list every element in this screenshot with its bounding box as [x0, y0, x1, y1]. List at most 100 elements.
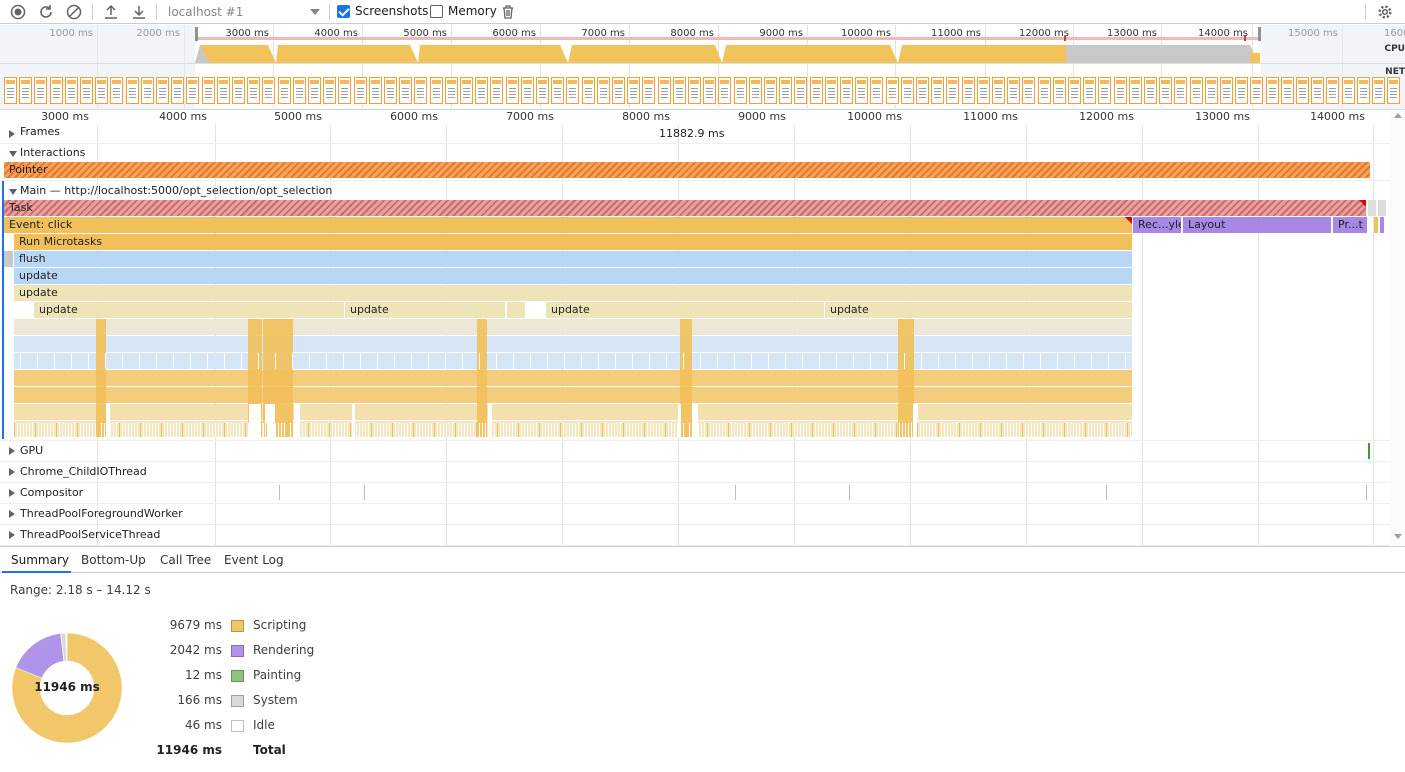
- recalc-style-bar[interactable]: Rec...yle: [1133, 217, 1181, 233]
- event-click-bar[interactable]: Event: click: [4, 217, 1132, 233]
- screenshot-thumbnail[interactable]: [1068, 77, 1081, 104]
- update-bar[interactable]: update: [34, 302, 344, 318]
- screenshot-thumbnail[interactable]: [460, 77, 473, 104]
- thread-track[interactable]: ThreadPoolServiceThread: [0, 525, 1390, 546]
- screenshot-thumbnail[interactable]: [703, 77, 716, 104]
- run-microtasks-bar[interactable]: Run Microtasks: [14, 234, 1132, 250]
- memory-checkbox[interactable]: [430, 5, 443, 18]
- expand-arrow-icon[interactable]: [9, 468, 15, 476]
- screenshot-thumbnail[interactable]: [1220, 77, 1233, 104]
- vertical-scrollbar[interactable]: [1390, 110, 1405, 545]
- screenshot-thumbnail[interactable]: [1235, 77, 1248, 104]
- screenshot-thumbnail[interactable]: [642, 77, 655, 104]
- screenshot-thumbnail[interactable]: [293, 77, 306, 104]
- screenshot-thumbnail[interactable]: [977, 77, 990, 104]
- main-track[interactable]: Main — http://localhost:5000/opt_selecti…: [0, 182, 1390, 202]
- screenshot-thumbnail[interactable]: [1266, 77, 1279, 104]
- upload-icon[interactable]: [101, 2, 121, 22]
- screenshot-thumbnail[interactable]: [779, 77, 792, 104]
- screenshot-thumbnail[interactable]: [658, 77, 671, 104]
- screenshot-thumbnail[interactable]: [825, 77, 838, 104]
- screenshot-thumbnail[interactable]: [764, 77, 777, 104]
- screenshot-thumbnail[interactable]: [1205, 77, 1218, 104]
- screenshot-thumbnail[interactable]: [810, 77, 823, 104]
- screenshot-thumbnail[interactable]: [1114, 77, 1127, 104]
- screenshot-thumbnail[interactable]: [247, 77, 260, 104]
- pointer-interaction-bar[interactable]: Pointer: [4, 162, 1370, 178]
- screenshot-thumbnail[interactable]: [217, 77, 230, 104]
- screenshot-thumbnail[interactable]: [688, 77, 701, 104]
- screenshot-thumbnail[interactable]: [414, 77, 427, 104]
- screenshot-thumbnail[interactable]: [597, 77, 610, 104]
- expand-arrow-icon[interactable]: [9, 489, 15, 497]
- screenshot-thumbnail[interactable]: [369, 77, 382, 104]
- paint-bar[interactable]: Pr...t: [1333, 217, 1367, 233]
- thread-track[interactable]: GPU: [0, 441, 1390, 462]
- screenshot-thumbnail[interactable]: [1372, 77, 1385, 104]
- collapse-arrow-icon[interactable]: [9, 151, 17, 157]
- screenshot-thumbnail[interactable]: [1144, 77, 1157, 104]
- scroll-down-icon[interactable]: [1394, 534, 1402, 539]
- screenshot-thumbnail[interactable]: [840, 77, 853, 104]
- flame-chart-slice[interactable]: [680, 319, 692, 437]
- flush-bar[interactable]: flush: [14, 251, 1132, 267]
- record-icon[interactable]: [8, 2, 28, 22]
- update-bar[interactable]: update: [14, 285, 1132, 301]
- screenshot-thumbnail[interactable]: [202, 77, 215, 104]
- screenshot-thumbnail[interactable]: [718, 77, 731, 104]
- screenshot-thumbnail[interactable]: [490, 77, 503, 104]
- screenshot-thumbnail[interactable]: [1083, 77, 1096, 104]
- screenshot-thumbnail[interactable]: [1296, 77, 1309, 104]
- screenshot-thumbnail[interactable]: [141, 77, 154, 104]
- screenshot-thumbnail[interactable]: [430, 77, 443, 104]
- screenshots-checkbox[interactable]: [337, 5, 350, 18]
- layout-bar[interactable]: Layout: [1183, 217, 1331, 233]
- screenshot-thumbnail[interactable]: [1022, 77, 1035, 104]
- screenshot-thumbnail[interactable]: [1174, 77, 1187, 104]
- screenshot-thumbnail[interactable]: [338, 77, 351, 104]
- screenshot-thumbnail[interactable]: [50, 77, 63, 104]
- screenshot-thumbnail[interactable]: [80, 77, 93, 104]
- screenshot-thumbnail[interactable]: [126, 77, 139, 104]
- tab-event-log[interactable]: Event Log: [224, 553, 284, 567]
- screenshot-thumbnail[interactable]: [1281, 77, 1294, 104]
- screenshot-thumbnail[interactable]: [794, 77, 807, 104]
- collapse-arrow-icon[interactable]: [9, 189, 17, 195]
- screenshot-thumbnail[interactable]: [384, 77, 397, 104]
- screenshot-thumbnail[interactable]: [1190, 77, 1203, 104]
- screenshot-thumbnail[interactable]: [156, 77, 169, 104]
- expand-arrow-icon[interactable]: [9, 531, 15, 539]
- expand-arrow-icon[interactable]: [9, 510, 15, 518]
- screenshot-thumbnail[interactable]: [916, 77, 929, 104]
- target-select[interactable]: localhost #1: [164, 3, 322, 21]
- screenshot-thumbnail[interactable]: [95, 77, 108, 104]
- expand-arrow-icon[interactable]: [9, 447, 15, 455]
- screenshot-thumbnail[interactable]: [566, 77, 579, 104]
- flame-chart-slice[interactable]: [96, 319, 106, 437]
- trash-icon[interactable]: [498, 2, 518, 22]
- screenshot-thumbnail[interactable]: [886, 77, 899, 104]
- clear-icon[interactable]: [64, 2, 84, 22]
- scroll-up-icon[interactable]: [1394, 113, 1402, 118]
- screenshot-thumbnail[interactable]: [946, 77, 959, 104]
- screenshot-thumbnail[interactable]: [1311, 77, 1324, 104]
- thread-track[interactable]: Chrome_ChildIOThread: [0, 462, 1390, 483]
- screenshot-thumbnail[interactable]: [749, 77, 762, 104]
- screenshot-thumbnail[interactable]: [1159, 77, 1172, 104]
- expand-arrow-icon[interactable]: [9, 130, 15, 138]
- flame-chart-slice[interactable]: [898, 319, 904, 437]
- screenshot-thumbnail[interactable]: [186, 77, 199, 104]
- flame-chart-slice[interactable]: [275, 319, 293, 437]
- screenshot-thumbnail[interactable]: [582, 77, 595, 104]
- flame-chart-slice[interactable]: [904, 319, 914, 437]
- screenshot-thumbnail[interactable]: [536, 77, 549, 104]
- screenshot-thumbnail[interactable]: [171, 77, 184, 104]
- screenshot-thumbnail[interactable]: [673, 77, 686, 104]
- screenshot-thumbnail[interactable]: [1326, 77, 1339, 104]
- tab-call-tree[interactable]: Call Tree: [160, 553, 212, 567]
- tab-bottom-up[interactable]: Bottom-Up: [81, 553, 146, 567]
- screenshot-thumbnail[interactable]: [931, 77, 944, 104]
- screenshot-thumbnail[interactable]: [612, 77, 625, 104]
- screenshot-thumbnail[interactable]: [1007, 77, 1020, 104]
- reload-icon[interactable]: [36, 2, 56, 22]
